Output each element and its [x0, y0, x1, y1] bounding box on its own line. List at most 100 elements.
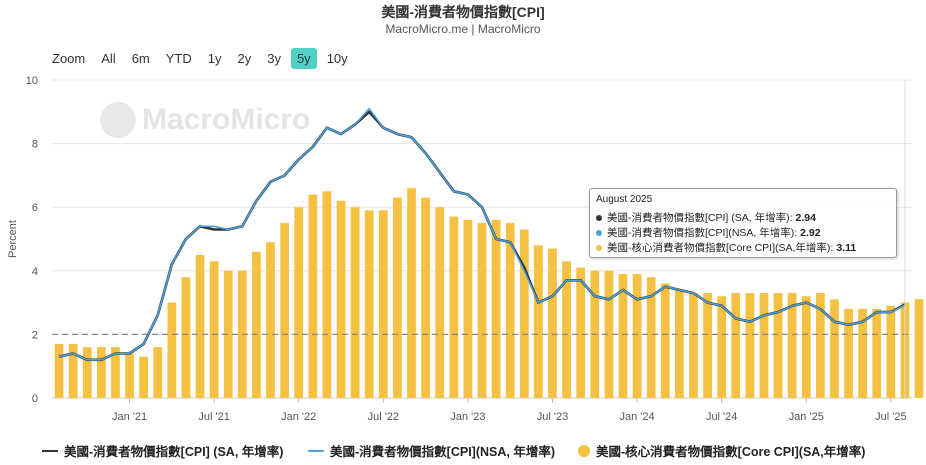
- cpi-nsa-line: [58, 107, 906, 361]
- core-cpi-bar: [322, 191, 332, 398]
- core-cpi-bar: [830, 299, 839, 398]
- y-axis-label: Percent: [7, 220, 19, 258]
- core-cpi-bar: [773, 293, 783, 398]
- core-cpi-bar: [308, 194, 318, 398]
- y-tick-label: 0: [32, 393, 38, 405]
- x-tick-label: Jul '21: [198, 411, 229, 423]
- core-cpi-bar: [815, 293, 825, 398]
- legend-label: 美國-消費者物價指數[CPI] (SA, 年增率): [64, 445, 284, 459]
- tooltip-row-cpi-nsa: 美國-消費者物價指數[CPI](NSA, 年增率): 2.92: [596, 225, 821, 240]
- core-cpi-bar: [717, 296, 727, 398]
- tooltip-value: 3.11: [836, 241, 857, 254]
- core-cpi-bar: [689, 293, 698, 398]
- core-cpi-bar: [618, 273, 628, 398]
- x-tick-label: Jan '21: [112, 411, 147, 423]
- range-button-2y[interactable]: 2y: [237, 51, 252, 66]
- core-cpi-bar: [449, 216, 459, 398]
- core-cpi-bar: [195, 254, 205, 398]
- range-button-1y[interactable]: 1y: [207, 51, 222, 66]
- core-cpi-bar: [421, 197, 430, 398]
- core-cpi-bar: [167, 302, 177, 398]
- core-cpi-bar: [703, 293, 712, 398]
- x-tick-label: Jul '24: [706, 411, 737, 423]
- core-cpi-bar: [378, 210, 388, 398]
- core-cpi-bar: [632, 273, 642, 398]
- x-tick-label: Jan '24: [620, 411, 655, 423]
- legend-dot-icon: [578, 444, 590, 457]
- core-cpi-bar: [407, 188, 416, 398]
- x-tick-label: Jul '23: [537, 411, 568, 423]
- range-button-all[interactable]: All: [101, 51, 116, 66]
- core-cpi-bar: [477, 223, 487, 398]
- core-cpi-bar: [266, 242, 275, 398]
- core-cpi-bar: [675, 289, 684, 398]
- y-tick-label: 2: [32, 329, 38, 341]
- tooltip-row-core-cpi: 美國-核心消費者物價指數[Core CPI](SA,年增率): 3.11: [596, 240, 856, 255]
- range-selector: Zoom All 6m YTD 1y 2y 3y 5y 10y: [46, 48, 354, 69]
- core-cpi-bar: [393, 197, 402, 398]
- y-tick-label: 10: [26, 75, 38, 87]
- core-cpi-bar: [548, 248, 557, 398]
- tooltip-dot-icon: [596, 214, 602, 221]
- tooltip-label: 美國-消費者物價指數[CPI] (SA, 年增率):: [607, 212, 793, 224]
- core-cpi-bar: [844, 308, 853, 398]
- core-cpi-bar: [491, 219, 501, 398]
- core-cpi-bar: [872, 308, 882, 398]
- legend-item-core-cpi[interactable]: 美國-核心消費者物價指數[Core CPI](SA,年增率): [578, 441, 865, 460]
- range-button-5y[interactable]: 5y: [290, 48, 317, 69]
- range-button-ytd[interactable]: YTD: [165, 51, 192, 66]
- legend-item-cpi-nsa[interactable]: 美國-消費者物價指數[CPI](NSA, 年增率): [308, 441, 555, 460]
- core-cpi-bar: [336, 200, 346, 398]
- tooltip-row-cpi-sa: 美國-消費者物價指數[CPI] (SA, 年增率): 2.94: [596, 210, 816, 225]
- core-cpi-bar: [787, 293, 797, 398]
- core-cpi-bar: [153, 347, 163, 398]
- range-button-3y[interactable]: 3y: [267, 51, 281, 66]
- core-cpi-bar: [914, 299, 924, 398]
- tooltip-dot-icon: [596, 244, 602, 251]
- legend-line-icon: [42, 449, 58, 452]
- core-cpi-bar: [731, 293, 741, 398]
- core-cpi-bar: [252, 251, 261, 398]
- core-cpi-bar: [562, 261, 571, 398]
- legend-item-cpi-sa[interactable]: 美國-消費者物價指數[CPI] (SA, 年增率): [42, 441, 283, 460]
- watermark-text: MacroMicro: [142, 103, 311, 136]
- x-tick-label: Jul '25: [875, 411, 906, 423]
- watermark-logo-icon: [100, 102, 136, 138]
- range-button-6m[interactable]: 6m: [131, 51, 150, 66]
- tooltip-date: August 2025: [596, 194, 653, 205]
- x-tick-label: Jul '22: [368, 411, 399, 423]
- y-tick-label: 8: [32, 139, 38, 151]
- y-tick-label: 6: [32, 202, 38, 214]
- core-cpi-bar: [209, 261, 219, 398]
- core-cpi-bar: [54, 343, 64, 398]
- tooltip-label: 美國-消費者物價指數[CPI](NSA, 年增率):: [607, 227, 798, 239]
- x-tick-label: Jan '25: [789, 411, 824, 423]
- core-cpi-bar: [139, 356, 149, 398]
- core-cpi-bar: [463, 219, 473, 398]
- tooltip-dot-icon: [596, 229, 602, 236]
- core-cpi-bar: [364, 210, 374, 398]
- core-cpi-bar: [519, 229, 529, 398]
- legend-label: 美國-消費者物價指數[CPI](NSA, 年增率): [330, 445, 555, 459]
- y-tick-label: 4: [32, 266, 38, 278]
- core-cpi-bar: [82, 347, 92, 398]
- x-tick-label: Jan '22: [281, 411, 316, 423]
- zoom-label: Zoom: [52, 51, 86, 66]
- core-cpi-bar: [801, 296, 811, 398]
- core-cpi-bar: [68, 343, 78, 398]
- watermark: MacroMicro: [100, 102, 310, 138]
- range-button-10y[interactable]: 10y: [326, 51, 348, 66]
- tooltip-label: 美國-核心消費者物價指數[Core CPI](SA,年增率):: [607, 242, 834, 254]
- chart-tooltip: August 2025 美國-消費者物價指數[CPI] (SA, 年增率): 2…: [589, 188, 897, 258]
- chart-plot[interactable]: 0 2 4 6 8 10 Percent Jan '21 Jul '21 Jan '22 Jul '…: [0, 0, 926, 440]
- core-cpi-bar: [604, 270, 614, 398]
- core-cpi-bar: [350, 207, 360, 398]
- core-cpi-bar: [125, 353, 134, 398]
- core-cpi-bar: [660, 283, 670, 398]
- core-cpi-bar: [745, 293, 755, 398]
- core-cpi-bar: [294, 207, 304, 398]
- tooltip-value: 2.92: [800, 226, 821, 239]
- core-cpi-bar: [576, 267, 586, 398]
- core-cpi-bar: [181, 277, 191, 398]
- core-cpi-bar: [646, 277, 656, 398]
